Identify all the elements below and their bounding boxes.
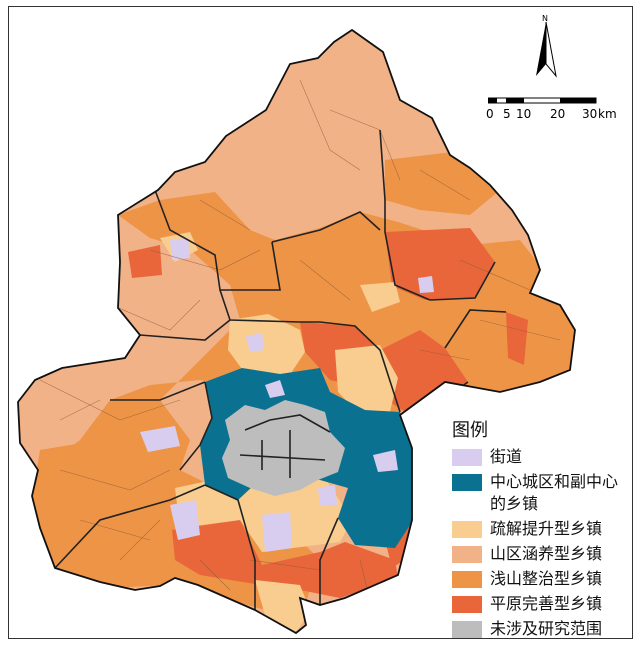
legend-label-street: 街道 — [490, 447, 523, 466]
legend-swatch-core — [452, 474, 482, 491]
legend-swatch-plain — [452, 596, 482, 613]
legend-item-relief: 疏解提升型乡镇 — [452, 518, 637, 540]
region-relief-changping — [228, 314, 305, 382]
region-relief-huairou — [360, 282, 400, 312]
scale-tick-20: 20 — [550, 107, 566, 121]
region-shallow-west — [30, 440, 130, 540]
scale-tick-10: 10 — [516, 107, 532, 121]
scale-bar: 0 5 10 20 30 km — [486, 96, 617, 124]
region-not-in-scope — [222, 400, 345, 496]
legend-label-relief: 疏解提升型乡镇 — [490, 519, 603, 538]
street-tongzhou — [373, 450, 398, 472]
region-plain-pinggu — [506, 312, 528, 365]
legend-label-core: 中心城区和副中心的乡镇 — [490, 472, 619, 513]
street-fangshan — [170, 500, 200, 540]
legend-swatch-none — [452, 621, 482, 638]
legend-swatch-relief — [452, 521, 482, 538]
region-plain-south — [172, 520, 398, 598]
legend-item-none: 未涉及研究范围 — [452, 618, 637, 640]
legend: 图例 街道 中心城区和副中心的乡镇 疏解提升型乡镇 山区涵养型乡镇 浅山整治型乡… — [452, 416, 637, 643]
north-arrow-icon — [536, 21, 557, 78]
street-east — [318, 485, 337, 506]
scale-tick-30: 30 — [582, 107, 598, 121]
region-relief-shunyi — [335, 345, 398, 415]
scale-tick-5: 5 — [503, 107, 511, 121]
street-changping — [246, 333, 264, 352]
north-arrow: N — [532, 14, 560, 80]
north-arrow-label: N — [542, 14, 548, 23]
legend-item-street: 街道 — [452, 446, 637, 468]
street-yanqing — [170, 238, 190, 260]
region-plain-miyun — [385, 228, 495, 300]
legend-swatch-street — [452, 449, 482, 466]
legend-title: 图例 — [452, 420, 488, 441]
region-plain-nw — [128, 245, 162, 278]
township-boundaries — [39, 79, 561, 601]
legend-swatch-mountain — [452, 546, 482, 563]
legend-item-core: 中心城区和副中心的乡镇 — [452, 471, 637, 515]
scale-unit: km — [598, 107, 617, 121]
legend-item-mountain: 山区涵养型乡镇 — [452, 543, 637, 565]
legend-label-none: 未涉及研究范围 — [490, 619, 603, 638]
legend-label-plain: 平原完善型乡镇 — [490, 594, 603, 613]
legend-label-shallow: 浅山整治型乡镇 — [490, 569, 603, 588]
legend-item-shallow: 浅山整治型乡镇 — [452, 568, 637, 590]
street-daxing — [262, 512, 292, 552]
street-mentougou — [140, 426, 180, 452]
street-haidian — [265, 380, 285, 398]
street-miyun — [418, 276, 434, 293]
legend-swatch-shallow — [452, 571, 482, 588]
legend-label-mountain: 山区涵养型乡镇 — [490, 544, 603, 563]
scale-bar-graphic — [488, 97, 597, 104]
region-relief-tip — [255, 580, 310, 633]
scale-tick-0: 0 — [486, 107, 494, 121]
legend-item-plain: 平原完善型乡镇 — [452, 593, 637, 615]
